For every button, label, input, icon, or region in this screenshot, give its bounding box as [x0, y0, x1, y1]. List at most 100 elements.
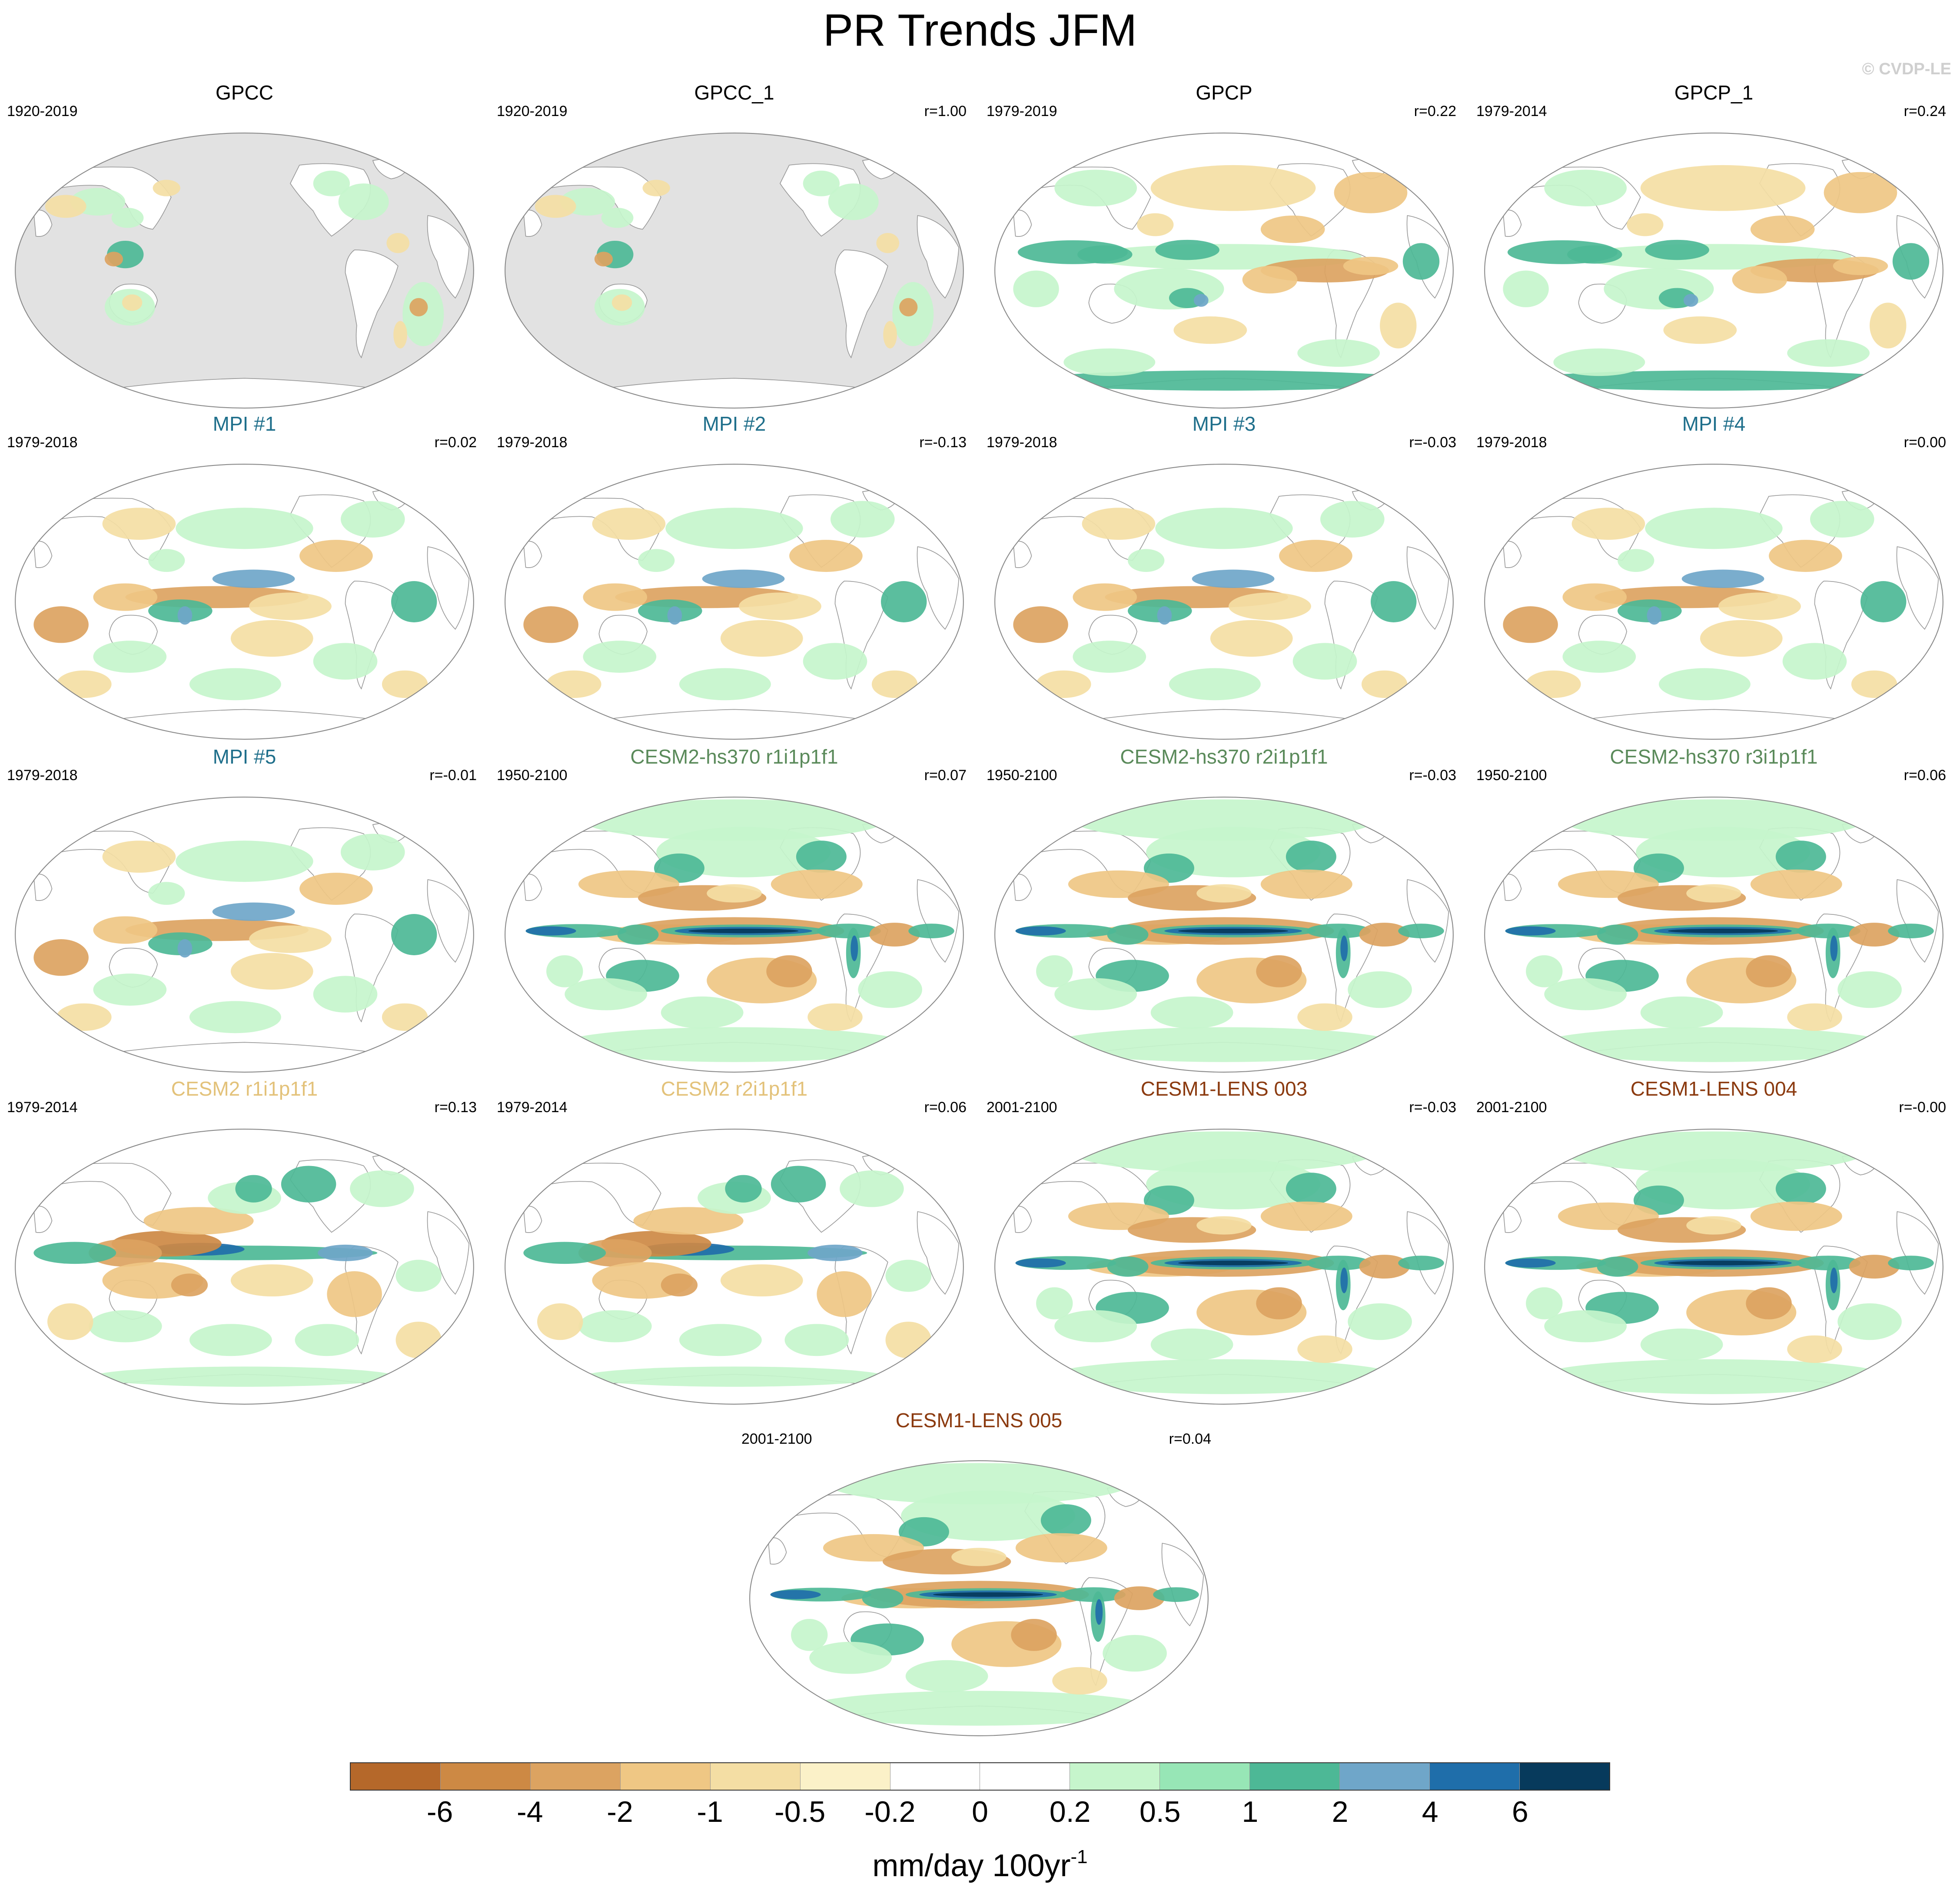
trend-contour [1398, 1256, 1444, 1270]
trend-contour [1073, 641, 1146, 673]
trend-contour [1306, 1256, 1371, 1270]
trend-contour [299, 873, 373, 905]
trend-contour [235, 1175, 272, 1203]
trend-contour [804, 1691, 1153, 1726]
colorbar-swatch [800, 1763, 890, 1790]
continent-africa-east-edge [1502, 874, 1522, 901]
trend-field [1502, 1131, 1939, 1404]
colorbar-tick-label: -4 [517, 1795, 543, 1828]
colorbar-swatch [1159, 1763, 1250, 1790]
panel-correlation: r=0.13 [434, 1099, 477, 1116]
colorbar-tick-label: 4 [1422, 1795, 1438, 1828]
continent-africa-east-edge [1013, 541, 1032, 568]
trend-contour [1683, 294, 1698, 307]
trend-field [1502, 159, 1939, 408]
trend-contour [583, 641, 657, 673]
trend-field [523, 1155, 960, 1404]
trend-contour [313, 170, 350, 196]
trend-contour [869, 923, 920, 947]
continent-africa-east-edge [1013, 209, 1032, 237]
trend-contour [933, 1592, 1043, 1597]
continent-africa [1406, 546, 1449, 630]
trend-contour [1107, 924, 1149, 945]
panel-title: CESM1-LENS 004 [1630, 1077, 1797, 1100]
panel-title: GPCC [216, 81, 273, 104]
trend-contour [1210, 620, 1293, 657]
continent-africa-east-edge [1502, 541, 1522, 568]
trend-contour [338, 183, 389, 220]
continent-africa-east-edge [523, 541, 542, 568]
panel-year-range: 1979-2018 [7, 767, 78, 784]
trend-contour [1539, 1027, 1888, 1062]
trend-contour [1040, 1504, 1091, 1537]
trend-contour [850, 935, 858, 961]
continent-south-america [345, 249, 399, 359]
trend-contour [1503, 270, 1549, 307]
trend-field [1502, 799, 1939, 1072]
trend-contour [391, 581, 437, 622]
map-panel: CESM2-hs370 r2i1p1f1 1950-2100 r=-0.03 [980, 744, 1468, 1073]
trend-contour [1787, 339, 1870, 367]
trend-contour [803, 170, 840, 196]
colorbar-tick-label: 1 [1242, 1795, 1259, 1828]
panel-year-range: 1979-2018 [497, 434, 568, 451]
globe-outline [1484, 133, 1943, 409]
trend-contour [153, 179, 180, 196]
trend-contour [1155, 508, 1293, 549]
trend-contour [1796, 1256, 1860, 1270]
trend-contour [249, 925, 332, 953]
trend-contour [523, 606, 578, 643]
continent-africa-east-edge [523, 1206, 542, 1233]
trend-contour [771, 869, 863, 899]
colorbar-swatch [530, 1763, 620, 1790]
trend-contour [679, 668, 771, 701]
colorbar-tick-label: 2 [1332, 1795, 1349, 1828]
map-plot [994, 133, 1454, 409]
globe-outline [1484, 464, 1943, 740]
trend-contour [642, 179, 670, 196]
trend-contour [313, 976, 378, 1013]
map-plot [15, 133, 474, 409]
trend-contour [771, 1166, 826, 1203]
trend-contour [881, 581, 927, 622]
trend-contour [176, 841, 313, 882]
trend-contour [807, 1244, 863, 1261]
trend-contour [313, 643, 378, 680]
trend-contour [1050, 1359, 1399, 1394]
trend-contour [1849, 923, 1900, 947]
trend-contour [104, 252, 123, 267]
panel-correlation: r=-0.03 [1409, 434, 1456, 451]
continent-africa [1406, 1211, 1449, 1295]
trend-contour [93, 916, 158, 944]
colorbar-swatch [890, 1763, 980, 1790]
continent-africa [917, 1211, 960, 1295]
map-panel: CESM2 r1i1p1f1 1979-2014 r=0.13 [0, 1077, 489, 1405]
trend-contour [386, 233, 410, 253]
trend-contour [667, 606, 682, 625]
trend-contour [1562, 583, 1627, 611]
trend-contour [1516, 370, 1911, 391]
trend-contour [1192, 569, 1275, 588]
trend-contour [535, 195, 576, 218]
trend-contour [905, 1660, 988, 1692]
map-panel: MPI #2 1979-2018 r=-0.13 [490, 412, 979, 740]
trend-contour [592, 508, 666, 540]
panel-year-range: 1979-2018 [1476, 434, 1547, 451]
continent-north-america [779, 1159, 861, 1233]
trend-contour [830, 501, 895, 538]
colorbar-tick-label: -6 [426, 1795, 453, 1828]
trend-contour [1775, 841, 1826, 873]
panel-year-range: 2001-2100 [741, 1431, 812, 1447]
trend-contour [177, 939, 193, 958]
trend-contour [1640, 1328, 1723, 1361]
trend-contour [1027, 370, 1422, 391]
trend-contour [1380, 302, 1417, 349]
trend-contour [1526, 670, 1581, 698]
trend-contour [1526, 1287, 1563, 1319]
map-plot [994, 1129, 1454, 1405]
trend-contour [1750, 1201, 1842, 1231]
continent-africa [917, 546, 960, 630]
trend-contour [1340, 1267, 1348, 1293]
trend-contour [1340, 935, 1348, 961]
panel-title: CESM1-LENS 003 [1140, 1077, 1308, 1100]
